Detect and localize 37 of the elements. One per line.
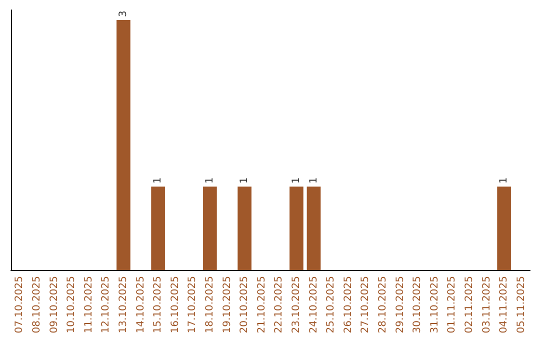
x-tick-label: 25.10.2025 — [326, 276, 337, 334]
data-label: 1 — [239, 177, 250, 184]
x-tick-label: 27.10.2025 — [360, 276, 372, 334]
x-tick-label: 07.10.2025 — [14, 276, 26, 334]
data-label: 1 — [204, 177, 216, 184]
data-label: 3 — [118, 10, 129, 17]
x-tick-label: 20.10.2025 — [239, 276, 250, 334]
x-tick-label: 04.11.2025 — [498, 276, 510, 334]
x-tick-label: 18.10.2025 — [204, 276, 216, 334]
x-tick-label: 26.10.2025 — [342, 276, 354, 334]
x-tick-label: 31.10.2025 — [429, 276, 440, 334]
data-label: 1 — [308, 177, 320, 184]
x-tick-label: 22.10.2025 — [274, 276, 285, 334]
x-tick-label: 14.10.2025 — [135, 276, 146, 334]
x-tick-label: 08.10.2025 — [31, 276, 42, 334]
x-tick-label: 19.10.2025 — [222, 276, 233, 334]
data-label: 1 — [290, 177, 302, 184]
x-tick-label: 16.10.2025 — [170, 276, 181, 334]
x-tick-label: 13.10.2025 — [118, 276, 129, 334]
x-tick-label: 23.10.2025 — [290, 276, 302, 334]
x-tick-label: 09.10.2025 — [48, 276, 60, 334]
x-tick-label: 28.10.2025 — [377, 276, 388, 334]
x-tick-label: 12.10.2025 — [100, 276, 112, 334]
x-tick-label: 11.10.2025 — [83, 276, 94, 334]
x-tick-label: 24.10.2025 — [308, 276, 320, 334]
x-tick-label: 30.10.2025 — [412, 276, 424, 334]
x-tick-label: 15.10.2025 — [152, 276, 164, 334]
x-tick-label: 05.11.2025 — [516, 276, 527, 334]
x-tick-label: 10.10.2025 — [66, 276, 78, 334]
x-tick-label: 29.10.2025 — [394, 276, 406, 334]
x-tick-label: 03.11.2025 — [481, 276, 492, 334]
data-label: 1 — [498, 177, 510, 184]
x-tick-label: 02.11.2025 — [464, 276, 475, 334]
x-tick-label: 01.11.2025 — [446, 276, 458, 334]
x-tick-label: 21.10.2025 — [256, 276, 268, 334]
data-label: 1 — [152, 177, 164, 184]
x-tick-label: 17.10.2025 — [187, 276, 198, 334]
